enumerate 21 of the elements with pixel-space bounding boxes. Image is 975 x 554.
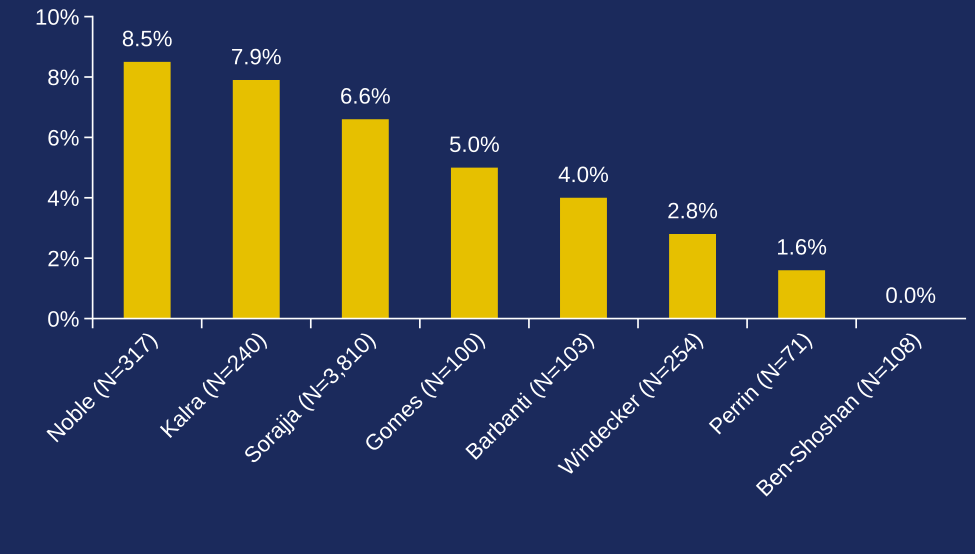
bar xyxy=(560,198,607,319)
data-label: 1.6% xyxy=(778,239,826,255)
bar xyxy=(342,119,389,319)
bar xyxy=(124,62,171,319)
data-label: 5.0% xyxy=(450,136,499,152)
y-tick-label: 8% xyxy=(48,70,79,86)
data-label: 6.6% xyxy=(341,88,390,104)
data-label: 7.9% xyxy=(232,48,281,65)
y-tick-label: 10% xyxy=(36,9,79,25)
bar xyxy=(669,234,716,319)
bar xyxy=(232,80,280,319)
bar xyxy=(778,270,826,319)
data-label: 2.8% xyxy=(668,202,718,219)
y-tick-label: 4% xyxy=(48,190,79,206)
y-tick-label: 6% xyxy=(48,130,79,146)
bar xyxy=(450,168,498,319)
y-tick-label: 0% xyxy=(48,311,79,327)
data-label: 4.0% xyxy=(558,166,608,182)
data-label: 0.0% xyxy=(886,287,936,304)
y-tick-label: 2% xyxy=(48,250,79,266)
data-label: 8.5% xyxy=(122,30,172,46)
